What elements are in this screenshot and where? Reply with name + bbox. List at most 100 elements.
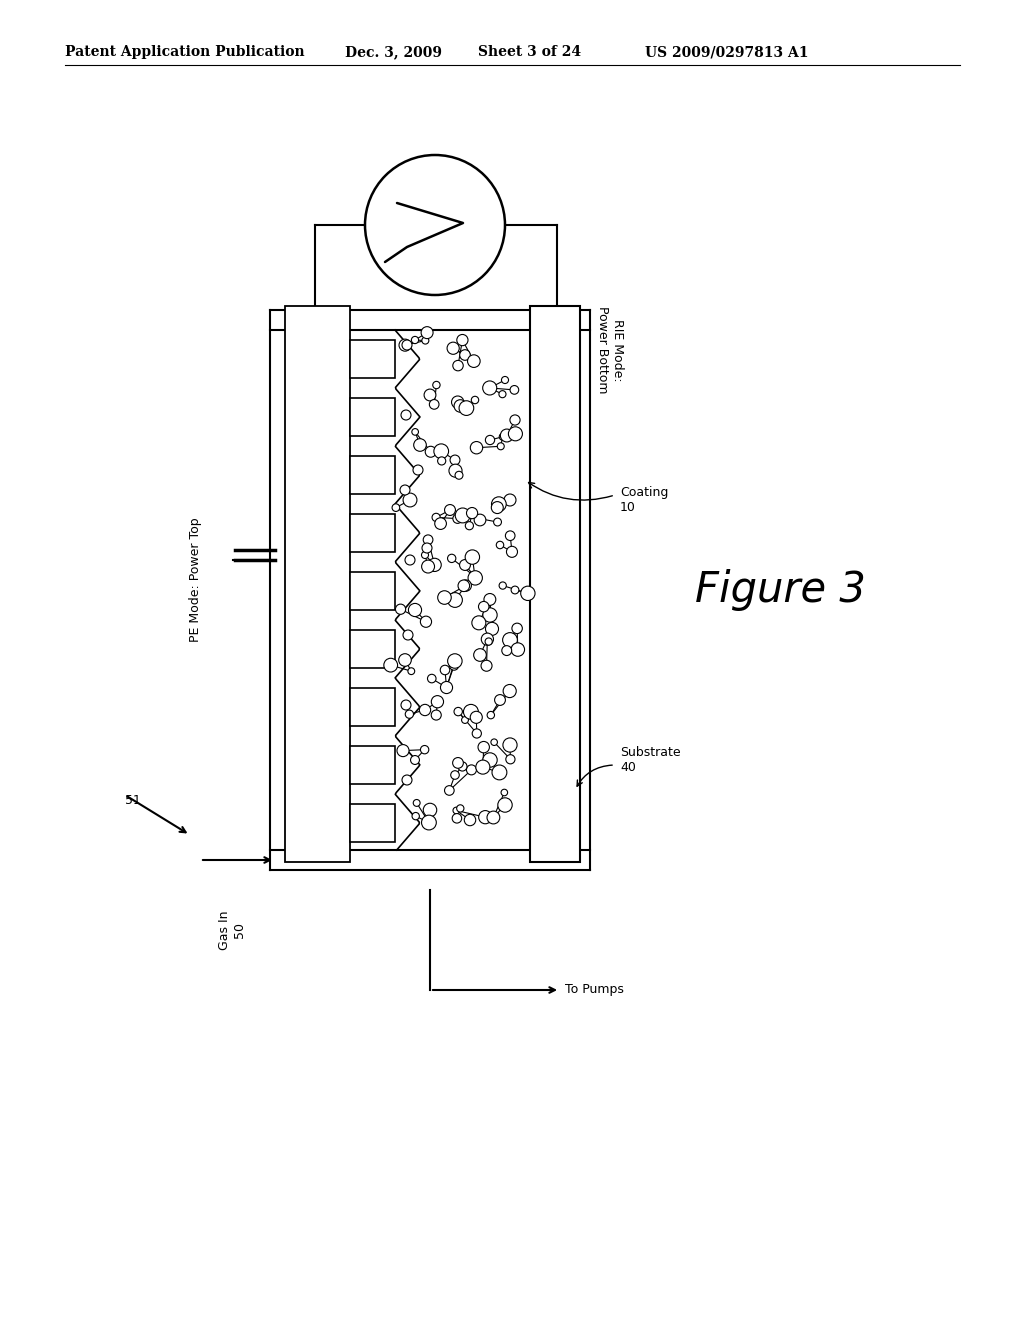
Circle shape [447, 653, 462, 668]
Circle shape [456, 508, 470, 523]
Circle shape [465, 550, 479, 564]
Circle shape [490, 739, 498, 746]
Bar [270, 310, 590, 330]
Circle shape [402, 341, 412, 350]
Circle shape [444, 785, 455, 795]
Circle shape [440, 681, 453, 693]
Circle shape [492, 766, 507, 780]
Circle shape [423, 535, 433, 545]
Circle shape [467, 507, 477, 519]
Circle shape [474, 648, 486, 661]
Text: To Pumps: To Pumps [565, 983, 624, 997]
Circle shape [422, 337, 429, 345]
Circle shape [495, 694, 506, 705]
Circle shape [510, 385, 519, 395]
Circle shape [472, 616, 485, 630]
Circle shape [503, 685, 516, 697]
Circle shape [467, 764, 476, 775]
Circle shape [398, 653, 412, 667]
Bar [350, 341, 395, 378]
Circle shape [447, 593, 463, 607]
Circle shape [421, 326, 433, 339]
Circle shape [424, 389, 436, 401]
Circle shape [498, 797, 512, 812]
Circle shape [384, 659, 397, 672]
Circle shape [501, 429, 513, 442]
Circle shape [423, 804, 437, 817]
Circle shape [512, 623, 522, 634]
Circle shape [481, 660, 492, 672]
Circle shape [453, 807, 460, 814]
Circle shape [464, 705, 478, 719]
Circle shape [482, 381, 497, 395]
Bar [350, 630, 395, 668]
Circle shape [431, 710, 441, 721]
Circle shape [501, 789, 508, 796]
Circle shape [453, 813, 462, 824]
Circle shape [494, 517, 502, 525]
Circle shape [403, 494, 417, 507]
Circle shape [414, 800, 420, 807]
Circle shape [435, 517, 446, 529]
Circle shape [476, 760, 489, 774]
Circle shape [422, 560, 434, 573]
Circle shape [482, 752, 498, 767]
Circle shape [365, 154, 505, 294]
Circle shape [459, 401, 474, 416]
Circle shape [427, 675, 436, 682]
Circle shape [483, 607, 498, 622]
Circle shape [412, 429, 419, 436]
Text: 51: 51 [125, 793, 141, 807]
Circle shape [454, 400, 467, 412]
Text: Coating
10: Coating 10 [620, 486, 669, 513]
Circle shape [428, 558, 441, 572]
Circle shape [432, 513, 440, 521]
Circle shape [401, 411, 411, 420]
Circle shape [506, 531, 515, 540]
Circle shape [431, 696, 443, 708]
Circle shape [440, 665, 450, 675]
Circle shape [492, 502, 503, 513]
Circle shape [485, 622, 499, 635]
Circle shape [457, 805, 464, 812]
Bar [350, 455, 395, 494]
Circle shape [460, 560, 470, 570]
Circle shape [506, 755, 515, 764]
Circle shape [422, 552, 428, 558]
Bar [350, 513, 395, 552]
Circle shape [487, 711, 495, 719]
Circle shape [411, 755, 420, 764]
Text: Patent Application Publication: Patent Application Publication [65, 45, 304, 59]
Circle shape [462, 407, 468, 413]
Text: Dec. 3, 2009: Dec. 3, 2009 [345, 45, 442, 59]
Bar [350, 746, 395, 784]
Circle shape [447, 554, 456, 562]
Circle shape [485, 638, 493, 645]
Circle shape [471, 396, 478, 404]
Circle shape [450, 661, 459, 671]
Circle shape [460, 579, 471, 591]
Circle shape [434, 444, 449, 458]
Circle shape [397, 744, 409, 756]
Circle shape [484, 594, 496, 606]
Circle shape [511, 586, 519, 594]
Circle shape [453, 360, 463, 371]
Circle shape [499, 391, 506, 397]
Circle shape [478, 810, 492, 824]
Circle shape [468, 570, 482, 585]
Circle shape [429, 400, 439, 409]
Circle shape [453, 758, 463, 768]
Circle shape [453, 513, 463, 523]
Circle shape [408, 668, 415, 675]
Circle shape [422, 816, 436, 830]
Bar [350, 572, 395, 610]
Bar [270, 850, 590, 870]
Circle shape [500, 433, 506, 440]
Circle shape [400, 484, 410, 495]
Circle shape [454, 708, 463, 715]
Circle shape [451, 771, 460, 779]
Circle shape [422, 543, 432, 553]
Circle shape [478, 742, 489, 752]
Circle shape [412, 812, 420, 820]
Circle shape [401, 700, 411, 710]
